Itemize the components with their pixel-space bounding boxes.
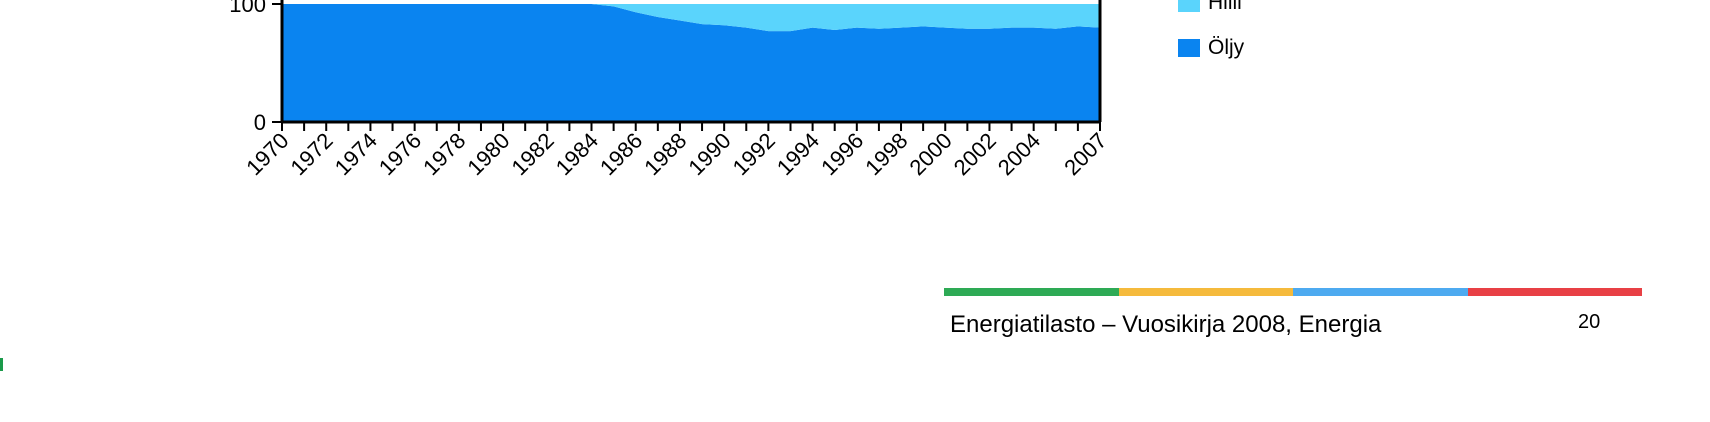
legend-label-oljy: Öljy [1208,36,1245,59]
x-tick-label: 1982 [507,128,559,180]
x-tick-label: 1972 [285,128,337,180]
y-tick-label: 100 [229,0,266,17]
x-tick-label: 1978 [418,128,470,180]
x-tick-label: 1992 [728,128,780,180]
footer-color-bar [944,288,1642,296]
page-number: 20 [1578,311,1601,333]
x-tick-label: 2004 [993,128,1045,180]
x-tick-label: 1994 [772,128,824,180]
x-tick-label: 1974 [330,128,382,180]
footer-bar-segment-blue [1293,288,1468,296]
chart-areas [282,4,1100,122]
corner-mark [0,358,3,371]
y-tick-labels: 0 100 [229,0,282,135]
footer-bar-segment-yellow [1118,288,1293,296]
x-tick-label: 1984 [551,128,603,180]
legend-item-hiili: Hiili [1178,0,1242,14]
x-tick-label: 1980 [462,128,514,180]
x-tick-label: 2007 [1059,128,1111,180]
area-series-hiili [282,4,1100,32]
x-tick-label: 1990 [683,128,735,180]
x-tick-label: 2000 [904,128,956,180]
x-tick-label: 1988 [639,128,691,180]
legend-swatch-oljy [1178,39,1200,57]
legend-swatch-hiili [1178,0,1200,12]
x-tick-label: 1970 [241,128,293,180]
legend-item-oljy: Öljy [1178,37,1244,59]
legend-label-hiili: Hiili [1208,0,1242,14]
footer-bar-segment-red [1467,288,1642,296]
x-tick-label: 1996 [816,128,868,180]
x-tick-label: 1986 [595,128,647,180]
x-tick-label: 1976 [374,128,426,180]
area-series-oljy [282,4,1100,122]
y-tick-label: 0 [254,110,266,135]
x-ticks [281,122,1101,131]
x-tick-labels: 1970197219741976197819801982198419861988… [241,128,1111,180]
footer-bar-segment-green [944,288,1119,296]
footer-text: Energiatilasto – Vuosikirja 2008, Energi… [950,311,1382,338]
x-tick-label: 1998 [860,128,912,180]
x-tick-label: 2002 [949,128,1001,180]
